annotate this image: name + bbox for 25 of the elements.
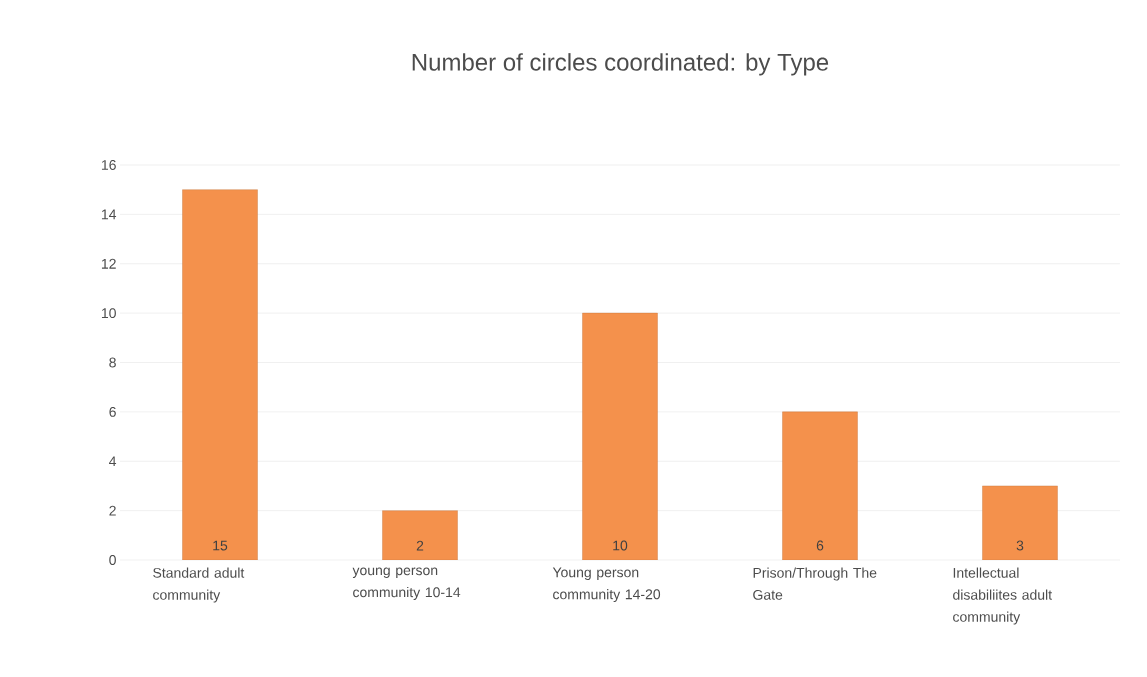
y-tick-label: 4 [109, 456, 117, 467]
data-label: 3 [1016, 540, 1024, 551]
data-label: 6 [816, 540, 824, 551]
y-tick-label: 0 [109, 555, 116, 565]
data-label: 10 [613, 540, 628, 551]
data-label: 15 [213, 540, 228, 551]
x-tick-label: Young person community 14-20 [552, 567, 661, 603]
x-tick-label: Prison/Through The Gate [753, 567, 877, 600]
x-tick-label: young person community 10-14 [352, 567, 461, 600]
y-tick-label: 2 [109, 505, 116, 516]
y-tick-label: 10 [101, 308, 116, 319]
bar [982, 485, 1058, 560]
data-label: 2 [416, 540, 424, 551]
x-tick-label: Intellectual disabiliites adult community [953, 567, 1052, 625]
bar [182, 189, 258, 560]
y-tick-label: 14 [101, 209, 117, 220]
y-tick-label: 16 [101, 160, 116, 170]
y-tick-label: 8 [109, 357, 116, 368]
x-tick-label: Standard adult community [153, 567, 245, 603]
chart-title: Number of circles coordinated: by Type [412, 53, 829, 76]
bar [382, 510, 458, 560]
y-tick-label: 6 [109, 406, 116, 417]
bar [582, 312, 658, 560]
y-tick-label: 12 [101, 258, 116, 269]
bar [782, 411, 858, 560]
